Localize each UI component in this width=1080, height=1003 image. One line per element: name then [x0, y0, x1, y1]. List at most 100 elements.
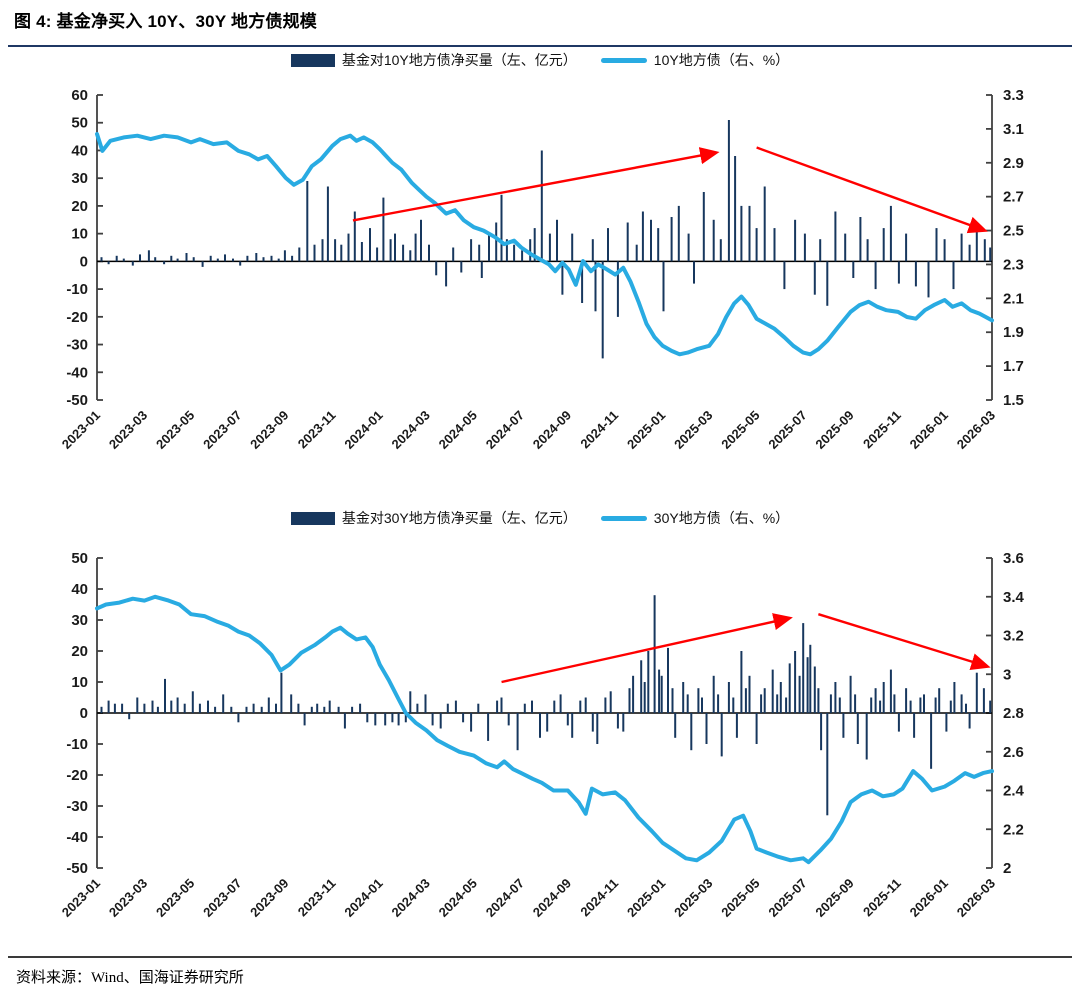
bar	[735, 713, 738, 738]
bar	[334, 239, 337, 262]
bar	[930, 713, 933, 769]
bar	[326, 186, 329, 262]
legend-line-swatch-30y	[600, 515, 647, 521]
y-tick-label: 50	[71, 115, 88, 132]
bar	[553, 700, 556, 713]
bar	[852, 261, 855, 278]
bar	[670, 217, 673, 262]
y-tick-label: -10	[66, 281, 88, 298]
bar	[794, 219, 797, 262]
bar	[516, 713, 519, 751]
y-tick-label: -10	[66, 736, 88, 753]
bar	[391, 713, 394, 723]
x-tick-label: 2026-01	[907, 408, 951, 452]
x-tick-label: 2025-03	[671, 876, 715, 920]
bar	[748, 205, 751, 262]
y-tick-label: 40	[71, 581, 88, 598]
bar	[609, 691, 612, 713]
yield-line	[95, 132, 994, 357]
bar	[989, 247, 992, 262]
bar	[347, 233, 350, 262]
trend-arrow-1	[352, 147, 720, 222]
y-tick-label: 50	[71, 550, 88, 567]
bar	[697, 688, 700, 713]
bar	[170, 255, 173, 262]
bar	[529, 239, 532, 262]
legend-line-label-30y: 30Y地方债（右、%）	[653, 510, 790, 526]
bar	[819, 239, 822, 262]
bar	[176, 697, 179, 713]
x-tick-label: 2025-05	[718, 408, 762, 452]
legend-line-label-10y: 10Y地方债（右、%）	[653, 52, 790, 68]
bar	[239, 261, 242, 266]
x-tick-label: 2025-03	[671, 408, 715, 452]
source-text: 资料来源：Wind、国海证券研究所	[16, 970, 244, 986]
bar	[446, 703, 449, 713]
bar	[965, 703, 967, 713]
x-tick-label: 2023-01	[59, 408, 103, 452]
bar	[297, 703, 300, 713]
bar	[170, 700, 173, 713]
bar	[306, 181, 309, 262]
x-tick-label: 2025-01	[624, 408, 668, 452]
x-axis-labels: 2023-01 2023-03 2023-05 2023-07 2023-09 2023-…	[59, 876, 998, 920]
bar	[897, 261, 900, 284]
bar	[806, 657, 809, 713]
bar	[192, 257, 195, 262]
bar	[505, 239, 508, 262]
bar	[359, 703, 362, 713]
bar	[632, 675, 635, 713]
bar	[245, 706, 248, 713]
figure-title: 图 4: 基金净买入 10Y、30Y 地方债规模	[14, 12, 317, 31]
bar	[705, 713, 708, 744]
bar	[640, 660, 643, 713]
axes	[96, 94, 993, 401]
x-tick-label: 2023-01	[59, 876, 103, 920]
y-tick-label: 20	[71, 643, 88, 660]
bar	[919, 697, 922, 713]
bar	[909, 700, 912, 713]
bar	[495, 222, 498, 262]
bar	[384, 713, 387, 726]
bar	[280, 672, 283, 713]
bar	[983, 239, 986, 262]
bar	[647, 651, 650, 713]
bar	[960, 233, 963, 262]
bar	[397, 713, 400, 726]
bar	[270, 255, 273, 262]
bar	[817, 688, 820, 713]
x-tick-label: 2025-07	[765, 876, 809, 920]
x-tick-label: 2025-01	[624, 876, 668, 920]
bar	[122, 258, 125, 262]
bar	[838, 697, 841, 713]
bar	[298, 247, 301, 262]
bar	[856, 713, 859, 744]
bar	[701, 697, 703, 713]
bar	[671, 688, 674, 713]
bar	[934, 697, 937, 713]
x-tick-label: 2024-03	[389, 876, 433, 920]
bar	[788, 663, 791, 713]
bar	[779, 682, 782, 713]
bar	[107, 261, 110, 265]
bar	[404, 713, 407, 723]
bar	[303, 713, 306, 726]
bar	[533, 228, 536, 262]
bar	[185, 253, 188, 262]
bar	[283, 250, 286, 262]
bar	[559, 694, 562, 713]
bar	[591, 239, 594, 262]
bar	[783, 261, 786, 290]
bar	[290, 694, 293, 713]
bar	[232, 258, 234, 262]
x-tick-label: 2024-07	[483, 876, 527, 920]
bar	[376, 247, 379, 262]
bar	[643, 682, 646, 713]
bar	[755, 713, 758, 744]
bar	[650, 219, 652, 262]
y-tick-label: -20	[66, 309, 88, 326]
bar	[209, 255, 212, 262]
bar	[763, 688, 766, 713]
bar	[866, 239, 869, 262]
